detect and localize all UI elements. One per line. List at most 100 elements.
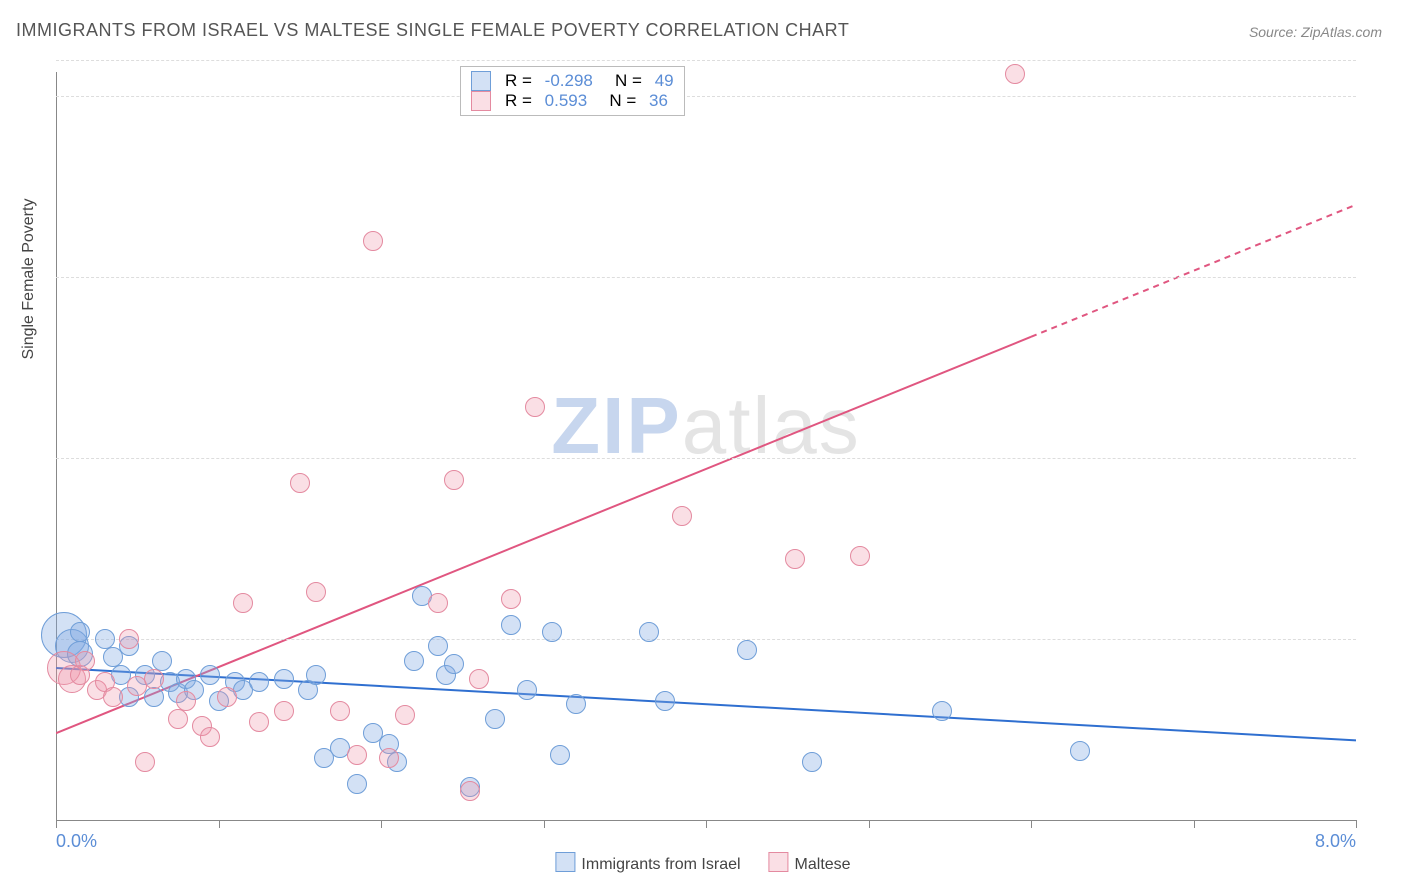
data-point-maltese xyxy=(103,687,123,707)
x-tick xyxy=(381,820,382,828)
data-point-israel xyxy=(428,636,448,656)
data-point-israel xyxy=(639,622,659,642)
data-point-maltese xyxy=(850,546,870,566)
legend-stats-row-maltese: R = 0.593 N = 36 xyxy=(471,91,674,111)
data-point-israel xyxy=(274,669,294,689)
n-label: N = xyxy=(601,71,647,91)
source-prefix: Source: xyxy=(1249,24,1301,40)
data-point-maltese xyxy=(274,701,294,721)
data-point-maltese xyxy=(168,709,188,729)
gridline xyxy=(56,277,1356,278)
x-tick xyxy=(1194,820,1195,828)
gridline xyxy=(56,458,1356,459)
data-point-maltese xyxy=(785,549,805,569)
x-tick xyxy=(56,820,57,828)
n-value-maltese: 36 xyxy=(649,91,668,111)
legend-swatch-israel xyxy=(555,852,575,872)
x-tick xyxy=(706,820,707,828)
legend-bottom: Immigrants from Israel Maltese xyxy=(555,852,850,874)
data-point-maltese xyxy=(379,748,399,768)
data-point-israel xyxy=(517,680,537,700)
data-point-maltese xyxy=(444,470,464,490)
data-point-maltese xyxy=(347,745,367,765)
legend-swatch-maltese xyxy=(769,852,789,872)
watermark-zip: ZIP xyxy=(551,381,681,470)
data-point-israel xyxy=(347,774,367,794)
data-point-maltese xyxy=(395,705,415,725)
data-point-israel xyxy=(485,709,505,729)
data-point-maltese xyxy=(176,691,196,711)
source-attribution: Source: ZipAtlas.com xyxy=(1249,24,1382,40)
x-tick xyxy=(869,820,870,828)
data-point-maltese xyxy=(306,582,326,602)
data-point-israel xyxy=(404,651,424,671)
data-point-israel xyxy=(1070,741,1090,761)
data-point-israel xyxy=(737,640,757,660)
data-point-israel xyxy=(566,694,586,714)
r-label: R = xyxy=(505,71,537,91)
r-value-maltese: 0.593 xyxy=(545,91,588,111)
y-axis-title: Single Female Poverty xyxy=(20,199,38,360)
data-point-maltese xyxy=(460,781,480,801)
data-point-israel xyxy=(144,687,164,707)
gridline xyxy=(56,60,1356,61)
trend-lines-layer xyxy=(56,60,1356,820)
data-point-maltese xyxy=(135,752,155,772)
r-label: R = xyxy=(505,91,537,111)
data-point-israel xyxy=(932,701,952,721)
gridline xyxy=(56,96,1356,97)
x-tick xyxy=(219,820,220,828)
data-point-maltese xyxy=(469,669,489,689)
data-point-israel xyxy=(70,622,90,642)
data-point-israel xyxy=(501,615,521,635)
data-point-israel xyxy=(802,752,822,772)
data-point-israel xyxy=(95,629,115,649)
data-point-israel xyxy=(542,622,562,642)
x-tick xyxy=(1356,820,1357,828)
data-point-israel xyxy=(550,745,570,765)
legend-swatch-maltese xyxy=(471,91,491,111)
legend-stats-box: R = -0.298 N = 49R = 0.593 N = 36 xyxy=(460,66,685,116)
data-point-israel xyxy=(444,654,464,674)
legend-stats-row-israel: R = -0.298 N = 49 xyxy=(471,71,674,91)
trendline-maltese-dashed xyxy=(1031,205,1356,337)
x-axis-max-label: 8.0% xyxy=(1315,831,1356,852)
data-point-maltese xyxy=(249,712,269,732)
data-point-maltese xyxy=(330,701,350,721)
y-axis-line xyxy=(56,72,57,820)
data-point-maltese xyxy=(144,669,164,689)
source-name: ZipAtlas.com xyxy=(1301,24,1382,40)
data-point-israel xyxy=(200,665,220,685)
n-value-israel: 49 xyxy=(655,71,674,91)
x-axis-min-label: 0.0% xyxy=(56,831,97,852)
legend-swatch-israel xyxy=(471,71,491,91)
legend-item-maltese: Maltese xyxy=(769,852,851,874)
n-label: N = xyxy=(595,91,641,111)
data-point-maltese xyxy=(501,589,521,609)
data-point-maltese xyxy=(672,506,692,526)
data-point-maltese xyxy=(119,629,139,649)
plot-area: ZIPatlas 0.0% 8.0% xyxy=(56,60,1356,821)
legend-label-israel: Immigrants from Israel xyxy=(581,856,740,873)
data-point-maltese xyxy=(233,593,253,613)
legend-item-israel: Immigrants from Israel xyxy=(555,852,740,874)
data-point-maltese xyxy=(525,397,545,417)
chart-title: IMMIGRANTS FROM ISRAEL VS MALTESE SINGLE… xyxy=(16,20,849,41)
r-value-israel: -0.298 xyxy=(545,71,593,91)
data-point-maltese xyxy=(363,231,383,251)
x-tick xyxy=(544,820,545,828)
data-point-israel xyxy=(152,651,172,671)
gridline xyxy=(56,639,1356,640)
data-point-israel xyxy=(249,672,269,692)
data-point-israel xyxy=(306,665,326,685)
data-point-maltese xyxy=(1005,64,1025,84)
data-point-maltese xyxy=(290,473,310,493)
data-point-maltese xyxy=(217,687,237,707)
data-point-israel xyxy=(655,691,675,711)
legend-label-maltese: Maltese xyxy=(795,856,851,873)
x-tick xyxy=(1031,820,1032,828)
data-point-maltese xyxy=(200,727,220,747)
watermark-atlas: atlas xyxy=(682,381,861,470)
data-point-maltese xyxy=(428,593,448,613)
data-point-maltese xyxy=(75,651,95,671)
